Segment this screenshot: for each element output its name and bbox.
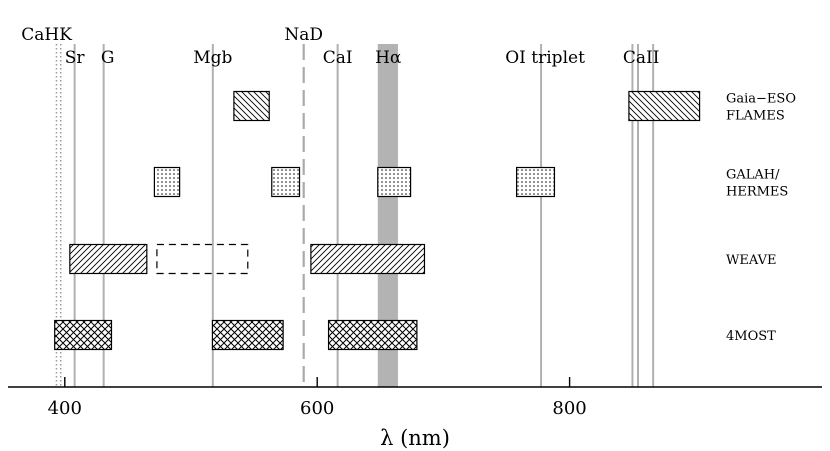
survey-label-galah-hermes-2: HERMES [726,185,788,200]
x-tick-label-600: 600 [300,398,334,419]
label-sr: Sr [65,48,86,68]
x-axis-ticks: 400 600 800 [48,377,587,419]
coverage-weave-dashed-1 [157,245,248,274]
survey-coverage-layer [55,92,700,350]
coverage-galah-hermes-4 [517,168,555,197]
label-oi-triplet: OI triplet [505,48,585,68]
coverage-weave-2 [311,245,425,274]
survey-label-galah-hermes-1: GALAH/ [726,168,780,183]
coverage-galah-hermes-2 [272,168,300,197]
x-axis-label: λ (nm) [380,426,450,450]
label-mgb: Mgb [193,48,232,68]
coverage-galah-hermes-1 [154,168,179,197]
coverage-weave-1 [70,245,147,274]
survey-label-weave: WEAVE [726,253,776,268]
label-caii: CaII [623,48,660,68]
coverage-4most-3 [329,321,417,350]
label-nad: NaD [284,25,323,45]
label-h: Hα [375,48,402,68]
survey-label-gaia-eso-flames-1: Gaia−ESO [726,92,796,107]
coverage-4most-2 [212,321,283,350]
coverage-gaia-eso-flames-2 [629,92,700,121]
survey-label-4most: 4MOST [726,329,776,344]
survey-label-gaia-eso-flames-2: FLAMES [726,109,785,124]
coverage-gaia-eso-flames-1 [234,92,269,121]
label-cai: CaI [323,48,353,68]
label-g: G [101,48,115,68]
coverage-galah-hermes-3 [378,168,411,197]
coverage-4most-1 [55,321,112,350]
survey-labels: Gaia−ESO FLAMES GALAH/HERMES WEAVE 4MOST [726,92,796,345]
x-tick-label-800: 800 [552,398,586,419]
label-cahk: CaHK [21,25,72,45]
x-tick-label-400: 400 [48,398,82,419]
